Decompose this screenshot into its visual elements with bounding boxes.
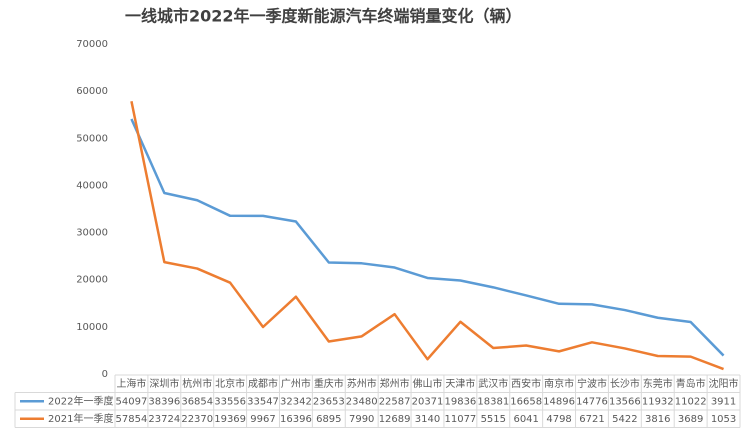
legend-label: 2022年一季度 (48, 394, 113, 407)
legend-label: 2021年一季度 (48, 412, 113, 425)
table-value: 23653 (313, 396, 345, 407)
x-tick-label: 重庆市 (314, 377, 344, 390)
table-value: 7990 (349, 414, 374, 425)
table-value: 54097 (116, 396, 148, 407)
x-tick-label: 宁波市 (577, 377, 607, 390)
table-value: 14776 (576, 396, 608, 407)
x-tick-label: 天津市 (445, 377, 475, 390)
x-tick-label: 沈阳市 (709, 377, 739, 390)
table-value: 13566 (609, 396, 641, 407)
table-value: 5422 (612, 414, 637, 425)
table-value: 14896 (543, 396, 575, 407)
x-tick-label: 南京市 (544, 377, 574, 390)
table-value: 33556 (214, 396, 246, 407)
x-tick-label: 杭州市 (182, 377, 212, 390)
table-value: 3689 (678, 414, 703, 425)
x-tick-label: 上海市 (116, 377, 146, 390)
y-tick-label: 50000 (76, 133, 108, 144)
x-tick-label: 郑州市 (380, 377, 410, 390)
table-value: 11022 (675, 396, 707, 407)
table-value: 6721 (579, 414, 604, 425)
table-value: 3816 (645, 414, 670, 425)
y-tick-label: 60000 (76, 86, 108, 97)
chart-title: 一线城市2022年一季度新能源汽车终端销量变化（辆） (125, 7, 522, 26)
table-value: 57854 (116, 414, 148, 425)
table-value: 23724 (148, 414, 180, 425)
x-tick-label: 苏州市 (347, 377, 377, 390)
x-tick-label: 青岛市 (676, 377, 706, 390)
table-value: 6041 (513, 414, 538, 425)
table-value: 22587 (379, 396, 411, 407)
y-tick-label: 0 (102, 369, 108, 380)
table-value: 38396 (148, 396, 180, 407)
table-value: 33547 (247, 396, 279, 407)
table-value: 20371 (412, 396, 444, 407)
table-value: 18381 (477, 396, 509, 407)
y-tick-label: 10000 (76, 322, 108, 333)
x-tick-label: 广州市 (281, 377, 311, 390)
y-tick-label: 70000 (76, 39, 108, 50)
table-value: 16658 (510, 396, 542, 407)
x-tick-label: 北京市 (215, 377, 245, 390)
table-value: 16396 (280, 414, 312, 425)
table-value: 9967 (250, 414, 275, 425)
series-line (130, 101, 724, 371)
table-value: 3911 (711, 396, 736, 407)
table-value: 1053 (711, 414, 736, 425)
table-value: 4798 (546, 414, 571, 425)
table-value: 32342 (280, 396, 312, 407)
x-tick-label: 武汉市 (478, 377, 508, 390)
table-value: 36854 (181, 396, 213, 407)
y-tick-label: 20000 (76, 275, 108, 286)
table-value: 3140 (415, 414, 440, 425)
table-value: 11077 (444, 414, 476, 425)
table-value: 23480 (346, 396, 378, 407)
x-tick-label: 深圳市 (149, 377, 179, 390)
series-line (130, 118, 725, 357)
table-value: 19836 (444, 396, 476, 407)
table-value: 6895 (316, 414, 341, 425)
x-tick-label: 佛山市 (413, 377, 443, 390)
table-value: 22370 (181, 414, 213, 425)
table-value: 19369 (214, 414, 246, 425)
x-tick-label: 成都市 (248, 377, 278, 390)
table-value: 11932 (642, 396, 674, 407)
x-tick-label: 西安市 (511, 377, 541, 390)
x-tick-label: 东莞市 (643, 377, 673, 390)
table-value: 12689 (379, 414, 411, 425)
y-tick-label: 40000 (76, 180, 108, 191)
table-value: 5515 (481, 414, 506, 425)
x-tick-label: 长沙市 (610, 377, 640, 390)
y-tick-label: 30000 (76, 228, 108, 239)
